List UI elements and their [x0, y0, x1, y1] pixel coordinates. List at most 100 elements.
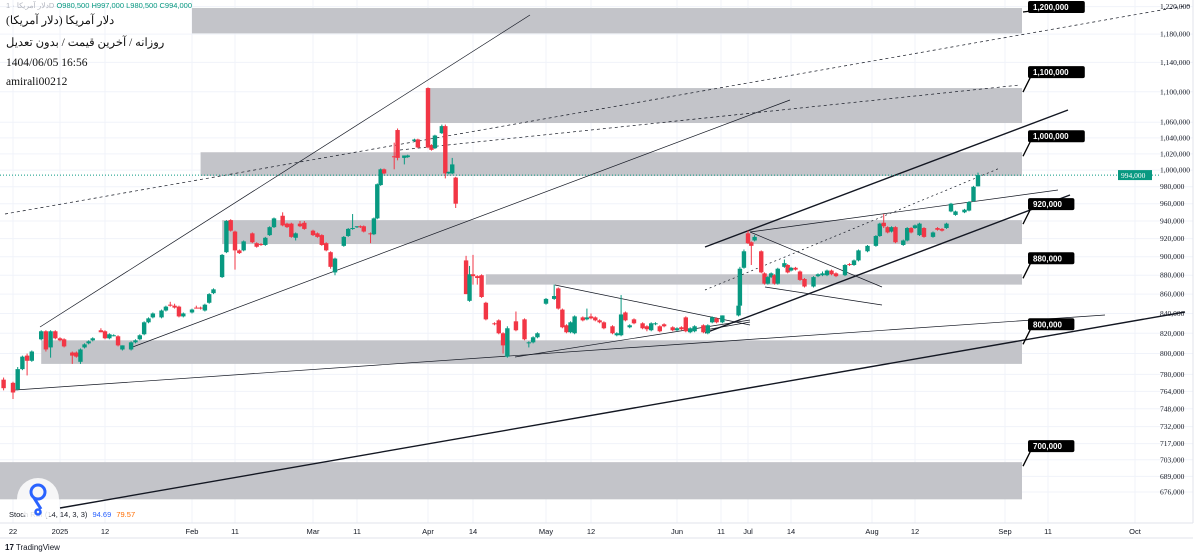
- candle-up: [146, 317, 151, 324]
- candle-down: [644, 325, 650, 332]
- candle-down: [237, 249, 242, 255]
- trendline: [39, 14, 531, 328]
- candle-down: [102, 330, 108, 340]
- candle-body: [181, 313, 186, 317]
- x-tick-label: 14: [469, 527, 477, 536]
- x-tick-label: Jul: [743, 527, 753, 536]
- candle-up: [551, 284, 557, 300]
- candle-body: [649, 323, 654, 331]
- candle-body: [189, 309, 195, 313]
- candle-up: [971, 185, 976, 202]
- candle-body: [102, 331, 108, 339]
- candle-down: [415, 138, 421, 149]
- candle-up: [341, 235, 346, 247]
- candle-body: [802, 278, 807, 287]
- candle-up: [842, 264, 848, 277]
- candle-body: [43, 331, 49, 350]
- candle-up: [815, 273, 821, 278]
- candle-body: [202, 304, 208, 311]
- zone-label: 880,000: [1033, 254, 1062, 263]
- candle-body: [752, 236, 757, 241]
- candle-body: [368, 233, 373, 235]
- candle-down: [198, 306, 203, 310]
- candle-down: [623, 311, 628, 322]
- candle-up: [953, 210, 958, 216]
- price-axis[interactable]: 1,220,000 1,180,000 1,140,000 1,100,000 1,06…: [1118, 0, 1194, 523]
- candle-body: [580, 317, 586, 321]
- y-tick-label: 689,000: [1160, 472, 1185, 481]
- candle-down: [513, 311, 519, 332]
- candle-up: [904, 227, 910, 242]
- candle-body: [57, 338, 63, 341]
- candle-body: [120, 345, 125, 350]
- candle-up: [163, 305, 169, 312]
- price-zone: [485, 274, 1023, 285]
- candle-down: [302, 220, 307, 230]
- candle-body: [568, 322, 573, 333]
- symbol-label: دلار آمریکا · 1D: [6, 1, 55, 10]
- candle-up: [649, 322, 654, 332]
- y-tick-label: 820,000: [1160, 329, 1185, 338]
- candle-body: [361, 226, 366, 232]
- candle-body: [714, 318, 719, 323]
- candle-body: [741, 251, 747, 268]
- candle-down: [556, 287, 561, 310]
- candle-body: [219, 254, 225, 278]
- candle-body: [70, 352, 75, 356]
- candle-down: [368, 232, 373, 244]
- candle-body: [572, 316, 577, 334]
- callout-box: [1028, 198, 1075, 211]
- candle-down: [893, 226, 898, 244]
- candle-down: [310, 229, 316, 236]
- candle-body: [141, 322, 147, 335]
- candle-body: [439, 126, 445, 134]
- x-tick-label: 2025: [52, 527, 69, 536]
- trendline: [704, 194, 1071, 334]
- current-price-label: 994,000: [1121, 171, 1146, 180]
- candle-down: [829, 269, 834, 276]
- candle-body: [688, 328, 693, 333]
- candle-body: [829, 270, 834, 275]
- candle-body: [1, 379, 6, 389]
- candle-body: [856, 250, 861, 261]
- candle-down: [772, 274, 777, 285]
- trendline: [704, 167, 1001, 291]
- candle-up: [710, 316, 715, 324]
- candle-body: [820, 273, 825, 276]
- candle-down: [297, 220, 303, 228]
- trendlines[interactable]: [0, 4, 1191, 509]
- candle-body: [53, 331, 58, 339]
- candle-body: [631, 319, 637, 324]
- candle-body: [653, 323, 658, 325]
- callout-pointer: [1022, 449, 1032, 467]
- candle-down: [43, 330, 49, 352]
- candle-up: [15, 367, 20, 391]
- y-tick-label: 840,000: [1160, 309, 1185, 318]
- candle-down: [935, 227, 940, 231]
- candle-up: [530, 336, 536, 344]
- time-axis[interactable]: 22 2025 12 Feb 11 Mar 11 Apr 14 May 12 Jun 11 Jul 14 Au…: [0, 522, 1193, 539]
- x-tick-label: 11: [1044, 527, 1052, 536]
- candle-down: [670, 326, 675, 332]
- candle-body: [483, 302, 489, 320]
- candle-body: [710, 317, 715, 323]
- candle-body: [912, 225, 918, 229]
- candle-down: [53, 330, 58, 340]
- candle-body: [450, 164, 455, 174]
- zone-callout: 800,000: [1022, 318, 1075, 345]
- candle-down: [479, 274, 484, 298]
- candle-body: [315, 233, 320, 237]
- x-tick-label: Apr: [422, 527, 434, 536]
- candle-up: [572, 315, 577, 335]
- chart-datetime: 1404/06/05 16:56: [6, 57, 88, 69]
- candle-up: [705, 324, 710, 335]
- candle-up: [856, 249, 861, 262]
- candle-down: [560, 308, 565, 329]
- candle-body: [74, 352, 79, 357]
- candle-body: [82, 344, 87, 348]
- candle-body: [500, 333, 506, 346]
- candle-down: [759, 250, 764, 274]
- tradingview-logo[interactable]: 17 TradingView: [5, 543, 60, 552]
- callout-pointer: [1022, 207, 1032, 225]
